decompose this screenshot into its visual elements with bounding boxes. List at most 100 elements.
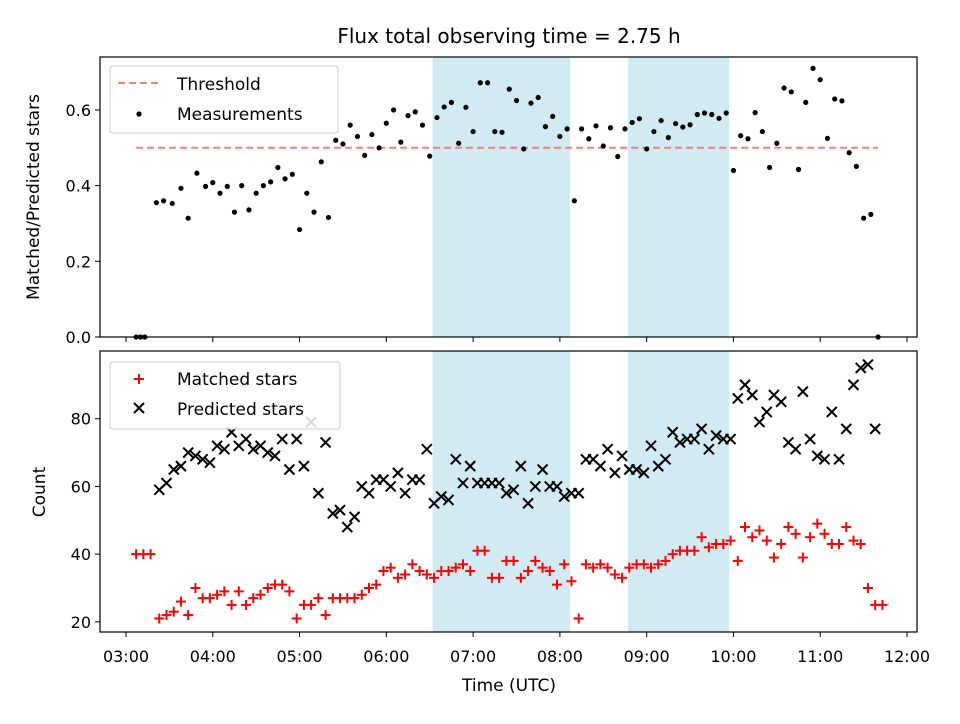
predicted-star-marker-b [319,436,332,449]
top-y-ticks: 0.0 0.2 0.4 0.6 [66,101,100,347]
top-y-tick-label: 0.0 [66,328,91,347]
predicted-star-marker [840,423,852,435]
legend-threshold-label: Threshold [176,75,261,95]
predicted-star-marker [818,453,831,466]
matched-star-marker [392,572,403,583]
predicted-star-marker [601,443,614,455]
measurement-point [347,122,353,128]
matched-star-marker [855,538,866,549]
matched-star-marker [277,579,288,590]
predicted-star-marker-b [522,497,534,510]
predicted-star-marker [493,477,505,489]
predicted-star-marker [196,453,209,466]
predicted-star-marker [558,490,570,503]
matched-star-marker [378,566,389,577]
measurement-point [701,110,708,116]
predicted-star-marker-b [421,443,433,455]
predicted-star-marker-b [457,477,469,489]
predicted-star-marker [269,450,281,462]
predicted-star-marker-b [804,433,816,445]
predicted-star-marker-b [609,467,621,479]
top-x-ticks [125,337,908,342]
matched-star-marker [457,559,468,570]
measurement-point [456,140,462,146]
measurement-point [730,167,737,174]
predicted-star-marker [855,362,867,374]
measurement-point [687,122,693,128]
predicted-star-marker [435,490,447,503]
measurement-point [405,113,411,119]
predicted-star-marker [761,406,773,418]
matched-star-marker [588,562,599,573]
matched-star-marker [566,576,577,587]
matched-star-marker [660,555,671,566]
legend-matched-label: Matched stars [177,370,297,390]
predicted-star-marker-b [493,477,505,489]
predicted-star-marker [276,433,288,445]
measurement-point [434,114,440,121]
measurement-point [521,146,527,152]
matched-star-marker [573,613,584,624]
top-shaded-interval-2 [627,57,730,337]
matched-star-marker [862,582,873,593]
measurement-point [161,198,167,204]
predicted-star-marker-b [377,473,390,486]
predicted-star-marker-b [630,463,643,476]
measurement-point [246,207,252,213]
predicted-star-marker-b [283,463,296,476]
predicted-star-marker-b [536,463,549,476]
measurement-point [484,80,491,86]
top-y-tick-label: 0.4 [66,177,91,196]
x-tick-label: 09:00 [624,647,670,666]
predicted-star-marker-b [254,440,267,452]
predicted-star-marker [688,433,701,445]
measurement-point [318,159,324,165]
predicted-star-marker [775,396,787,408]
predicted-star-marker-b [789,443,802,455]
predicted-star-marker-b [341,521,353,533]
top-axes-frame [99,56,918,338]
predicted-star-marker-b [218,443,231,455]
predicted-star-marker-b [558,490,570,503]
matched-star-marker [732,555,743,566]
predicted-star-marker-b [269,450,281,462]
matched-star-marker [617,572,628,583]
predicted-star-marker [804,433,816,445]
legend-predicted-label: Predicted stars [177,400,304,420]
bottom-legend: Matched stars Predicted stars [109,361,341,430]
predicted-star-marker-b [160,477,173,489]
predicted-star-marker [551,480,563,493]
top-shaded-interval-1 [432,57,571,337]
measurement-point [427,153,433,159]
matched-star-marker [175,596,186,607]
matched-star-marker [204,593,215,604]
matched-star-marker [595,559,606,570]
predicted-star-marker [710,429,722,442]
predicted-star-marker-b [262,446,274,459]
bottom-legend-box [109,361,341,430]
matched-star-marker [841,522,852,533]
predicted-star-marker-b [840,423,852,435]
x-tick-label: 05:00 [277,647,323,666]
matched-star-marker [530,555,541,566]
measurement-point [571,198,577,204]
measurement-point [672,120,679,127]
measurement-point [253,190,259,196]
top-shaded-intervals [432,57,730,337]
predicted-star-marker-b [182,446,194,459]
matched-star-marker [349,593,360,604]
predicted-star-marker-b [442,494,455,506]
measurement-point [506,86,512,92]
measurement-point [398,139,404,145]
matched-star-marker [797,552,808,563]
matched-star-marker [624,562,635,573]
matched-star-marker [255,589,266,600]
predicted-star-marker-b [204,457,216,469]
predicted-star-marker-b [529,480,542,493]
measurement-point [600,143,606,149]
measurement-point [767,164,773,171]
measurement-point [412,109,418,115]
predicted-star-marker [732,392,744,405]
predicted-star-marker-b [196,453,209,466]
measurement-point [824,135,831,141]
